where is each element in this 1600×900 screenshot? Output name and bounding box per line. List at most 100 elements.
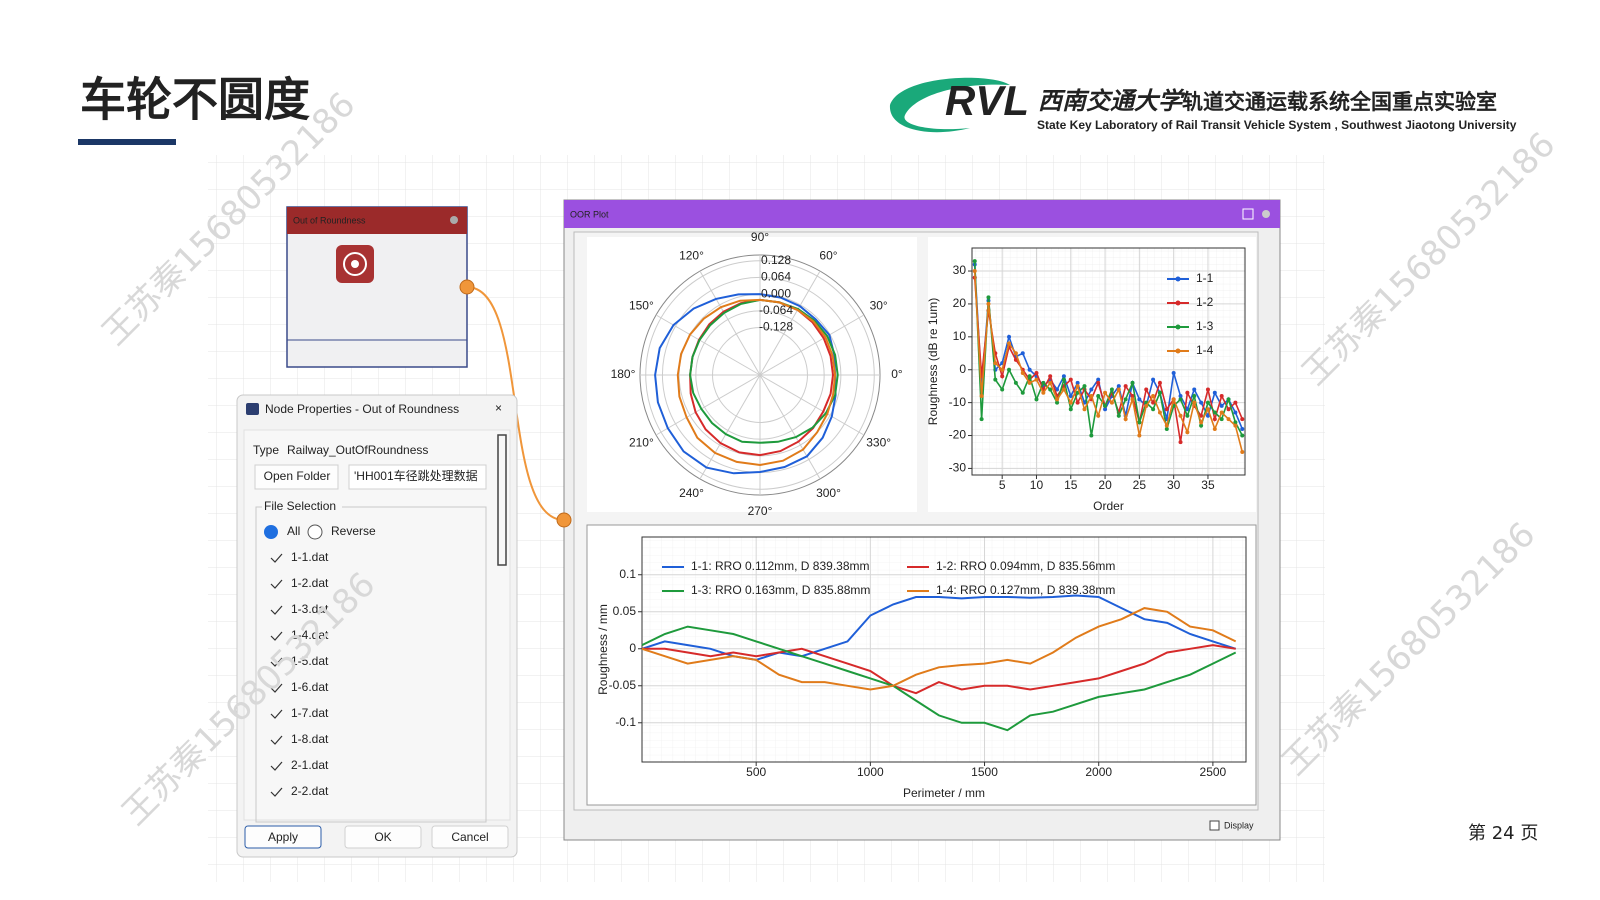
radial-tick-label: 0.000 bbox=[761, 286, 791, 300]
point bbox=[1130, 397, 1135, 402]
file-item: 1-4.dat bbox=[291, 628, 329, 642]
point bbox=[1013, 380, 1018, 385]
point bbox=[986, 301, 991, 306]
point bbox=[1055, 400, 1060, 405]
legend-marker bbox=[1175, 300, 1181, 306]
point bbox=[1068, 394, 1073, 399]
scrollbar[interactable] bbox=[497, 434, 507, 566]
point bbox=[1034, 371, 1039, 376]
legend-label: 1-4 bbox=[1196, 343, 1214, 357]
point bbox=[1013, 351, 1018, 356]
point bbox=[1000, 387, 1005, 392]
folder-path: 'HH001车径跳处理数据 bbox=[354, 468, 478, 483]
node[interactable]: Out of Roundness bbox=[286, 206, 475, 368]
angle-label: 300° bbox=[816, 486, 841, 500]
point bbox=[1020, 371, 1025, 376]
point bbox=[1205, 387, 1210, 392]
point bbox=[1123, 397, 1128, 402]
x-axis-label: Order bbox=[1093, 499, 1124, 513]
point bbox=[1116, 384, 1121, 389]
checkmark bbox=[270, 553, 283, 563]
file-item: 1-3.dat bbox=[291, 602, 329, 616]
checkmark bbox=[270, 657, 283, 667]
x-tick-label: 500 bbox=[746, 765, 766, 779]
point bbox=[1185, 430, 1190, 435]
x-tick-label: 30 bbox=[1167, 478, 1181, 492]
point bbox=[1178, 397, 1183, 402]
plot-frame bbox=[971, 247, 1246, 476]
point bbox=[1212, 426, 1217, 431]
point bbox=[1185, 413, 1190, 418]
point bbox=[1212, 390, 1217, 395]
point bbox=[1096, 377, 1101, 382]
button-label: OK bbox=[374, 830, 391, 844]
point bbox=[1055, 387, 1060, 392]
checkmark bbox=[270, 735, 283, 745]
point bbox=[1013, 357, 1018, 362]
point bbox=[1144, 403, 1149, 408]
point bbox=[1185, 407, 1190, 412]
logo-lab: 轨道交通运载系统全国重点实验室 bbox=[1182, 90, 1497, 114]
file-item: 2-2.dat bbox=[291, 784, 329, 798]
open-folder-button[interactable] bbox=[254, 464, 339, 490]
radio-all-label: All bbox=[287, 524, 300, 538]
radio-all[interactable] bbox=[264, 525, 278, 539]
polar-line bbox=[676, 298, 837, 467]
point bbox=[1034, 397, 1039, 402]
angle-label: 270° bbox=[748, 504, 773, 518]
display-label: Display bbox=[1224, 820, 1254, 830]
point bbox=[1137, 420, 1142, 425]
angle-label: 240° bbox=[679, 486, 704, 500]
file-item: 1-5.dat bbox=[291, 654, 329, 668]
x-tick-label: 15 bbox=[1064, 478, 1078, 492]
radial-tick-label: 0.064 bbox=[761, 270, 791, 284]
point bbox=[1212, 417, 1217, 422]
close-button[interactable]: × bbox=[495, 401, 502, 415]
point bbox=[1233, 400, 1238, 405]
folder-input[interactable] bbox=[348, 464, 487, 490]
point bbox=[1061, 377, 1066, 382]
point bbox=[1027, 374, 1032, 379]
y-tick-label: -0.05 bbox=[609, 678, 637, 692]
legend-label: 1-4: RRO 0.127mm, D 839.38mm bbox=[936, 583, 1115, 597]
legend-label: 1-2 bbox=[1196, 295, 1214, 309]
point bbox=[979, 394, 984, 399]
type-value: Railway_OutOfRoundness bbox=[287, 443, 428, 457]
polar-line bbox=[689, 298, 839, 444]
point bbox=[1123, 417, 1128, 422]
ok-button[interactable] bbox=[344, 825, 422, 849]
point bbox=[1048, 380, 1053, 385]
point bbox=[1199, 413, 1204, 418]
cancel-button[interactable] bbox=[431, 825, 509, 849]
radial-tick-label: -0.064 bbox=[759, 303, 793, 317]
apply-button[interactable] bbox=[244, 825, 322, 849]
point bbox=[1192, 394, 1197, 399]
title-underline bbox=[78, 139, 176, 145]
legend-label: 1-1: RRO 0.112mm, D 839.38mm bbox=[691, 559, 870, 573]
point bbox=[1157, 380, 1162, 385]
dialog-title: Node Properties - Out of Roundness bbox=[265, 402, 459, 416]
polar-line bbox=[654, 293, 837, 475]
point bbox=[1048, 387, 1053, 392]
radio-reverse[interactable] bbox=[307, 524, 323, 540]
file-item: 1-8.dat bbox=[291, 732, 329, 746]
angle-label: 30° bbox=[870, 299, 888, 313]
point bbox=[1205, 407, 1210, 412]
point bbox=[1164, 407, 1169, 412]
y-tick-label: -0.1 bbox=[615, 715, 636, 729]
point bbox=[1192, 387, 1197, 392]
point bbox=[1219, 394, 1224, 399]
point bbox=[1007, 341, 1012, 346]
point bbox=[1185, 390, 1190, 395]
point bbox=[1000, 374, 1005, 379]
point bbox=[1109, 400, 1114, 405]
x-tick-label: 2500 bbox=[1200, 765, 1227, 779]
point bbox=[1205, 400, 1210, 405]
x-axis-label: Perimeter / mm bbox=[903, 786, 985, 800]
angle-grid bbox=[759, 374, 821, 480]
logo-mark: RVL bbox=[945, 77, 1029, 124]
display-checkbox[interactable] bbox=[1209, 820, 1220, 831]
x-tick-label: 35 bbox=[1201, 478, 1215, 492]
y-tick-label: 0.05 bbox=[613, 604, 637, 618]
point bbox=[1089, 394, 1094, 399]
